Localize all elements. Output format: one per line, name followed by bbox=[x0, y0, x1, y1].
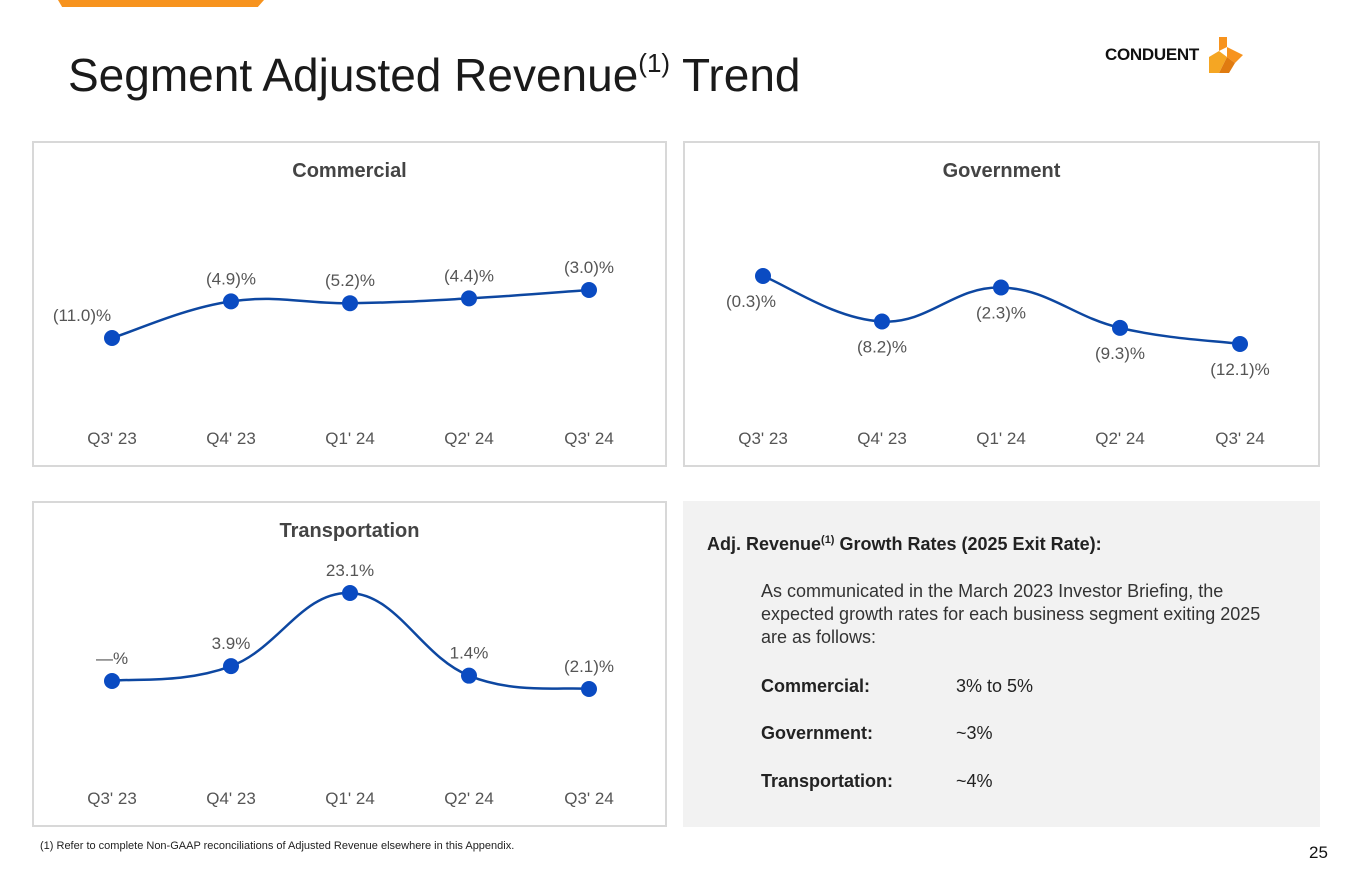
x-tick-label: Q3' 24 bbox=[1215, 429, 1265, 448]
growth-row-label: Government: bbox=[761, 723, 874, 743]
conduent-logo: CONDUENT bbox=[1105, 34, 1245, 76]
commercial-chart: Commercial (11.0)% Q3' 23 (4.9)% Q4' 23 (5.2)… bbox=[53, 160, 614, 448]
growth-row-government: Government: ~3% bbox=[761, 723, 993, 744]
x-tick-label: Q2' 24 bbox=[1095, 429, 1145, 448]
data-label: (9.3)% bbox=[1095, 344, 1145, 363]
data-point bbox=[342, 585, 358, 601]
data-point bbox=[755, 268, 771, 284]
growth-row-label: Commercial: bbox=[761, 676, 871, 696]
x-tick-label: Q3' 24 bbox=[564, 789, 614, 808]
x-tick-label: Q1' 24 bbox=[976, 429, 1026, 448]
page-number: 25 bbox=[1309, 843, 1328, 862]
x-tick-label: Q3' 23 bbox=[738, 429, 788, 448]
data-label: (3.0)% bbox=[564, 258, 614, 277]
transportation-chart-panel: Transportation —% Q3' 23 3.9% Q4' 23 23.1% Q1'… bbox=[32, 501, 667, 827]
growth-rates-body: As communicated in the March 2023 Invest… bbox=[761, 581, 1261, 647]
title-superscript: (1) bbox=[638, 48, 671, 78]
series-line bbox=[111, 591, 590, 691]
data-point bbox=[223, 293, 239, 310]
x-tick-label: Q4' 23 bbox=[857, 429, 907, 448]
logo-text: CONDUENT bbox=[1105, 45, 1199, 64]
data-label: (5.2)% bbox=[325, 271, 375, 290]
title-main: Segment Adjusted Revenue bbox=[68, 49, 639, 101]
data-label: (12.1)% bbox=[1210, 360, 1270, 379]
x-tick-label: Q4' 23 bbox=[206, 789, 256, 808]
chart-title: Government bbox=[943, 160, 1061, 182]
data-point bbox=[581, 282, 597, 298]
x-tick-label: Q3' 23 bbox=[87, 429, 137, 448]
x-tick-label: Q3' 24 bbox=[564, 429, 614, 448]
data-label: (8.2)% bbox=[857, 338, 907, 357]
data-label: 3.9% bbox=[212, 634, 251, 653]
growth-row-value: ~3% bbox=[956, 723, 993, 743]
data-point bbox=[1112, 319, 1128, 336]
x-tick-label: Q2' 24 bbox=[444, 429, 494, 448]
growth-row-commercial: Commercial: 3% to 5% bbox=[761, 676, 1033, 697]
transportation-chart: Transportation —% Q3' 23 3.9% Q4' 23 23.1% Q1'… bbox=[87, 520, 614, 808]
data-label: (2.3)% bbox=[976, 304, 1026, 323]
growth-heading-superscript: (1) bbox=[821, 534, 835, 546]
data-label: —% bbox=[96, 649, 128, 668]
data-point bbox=[461, 667, 477, 684]
data-point bbox=[223, 658, 239, 675]
data-point bbox=[104, 330, 120, 346]
growth-row-value: ~4% bbox=[956, 771, 993, 791]
growth-rates-panel: Adj. Revenue(1) Growth Rates (2025 Exit … bbox=[683, 501, 1320, 827]
footnote: (1) Refer to complete Non-GAAP reconcili… bbox=[40, 840, 515, 852]
growth-row-value: 3% to 5% bbox=[956, 676, 1034, 696]
data-point bbox=[104, 673, 120, 689]
government-chart: Government (0.3)% Q3' 23 (8.2)% Q4' 23 (2.3)%… bbox=[726, 160, 1270, 448]
data-label: 23.1% bbox=[326, 561, 374, 580]
data-label: (4.4)% bbox=[444, 266, 494, 285]
growth-rates-heading: Adj. Revenue(1) Growth Rates (2025 Exit … bbox=[707, 534, 1102, 555]
x-tick-label: Q3' 23 bbox=[87, 789, 137, 808]
data-point bbox=[342, 295, 358, 312]
data-point bbox=[874, 313, 890, 330]
data-point bbox=[461, 290, 477, 307]
chart-title: Commercial bbox=[292, 160, 407, 182]
growth-heading-main: Adj. Revenue bbox=[707, 534, 822, 554]
conduent-logo-icon bbox=[1208, 37, 1243, 73]
commercial-chart-panel: Commercial (11.0)% Q3' 23 (4.9)% Q4' 23 (5.2)… bbox=[32, 141, 667, 467]
growth-heading-suffix: Growth Rates (2025 Exit Rate): bbox=[839, 534, 1102, 554]
data-point bbox=[993, 279, 1009, 296]
data-label: 1.4% bbox=[450, 644, 489, 663]
growth-row-label: Transportation: bbox=[761, 771, 894, 791]
data-point bbox=[1232, 336, 1248, 352]
x-tick-label: Q1' 24 bbox=[325, 789, 375, 808]
x-tick-label: Q1' 24 bbox=[325, 429, 375, 448]
data-point bbox=[581, 681, 597, 697]
chart-title: Transportation bbox=[279, 520, 419, 542]
growth-row-transportation: Transportation: ~4% bbox=[761, 771, 993, 792]
title-suffix: Trend bbox=[682, 49, 801, 101]
x-tick-label: Q2' 24 bbox=[444, 789, 494, 808]
data-label: (11.0)% bbox=[53, 306, 111, 325]
page-title: Segment Adjusted Revenue(1) Trend bbox=[68, 48, 801, 102]
data-label: (0.3)% bbox=[726, 292, 776, 311]
government-chart-panel: Government (0.3)% Q3' 23 (8.2)% Q4' 23 (2.3)%… bbox=[683, 141, 1320, 467]
data-label: (2.1)% bbox=[564, 657, 614, 676]
x-tick-label: Q4' 23 bbox=[206, 429, 256, 448]
data-label: (4.9)% bbox=[206, 269, 256, 288]
accent-bar bbox=[58, 0, 264, 7]
